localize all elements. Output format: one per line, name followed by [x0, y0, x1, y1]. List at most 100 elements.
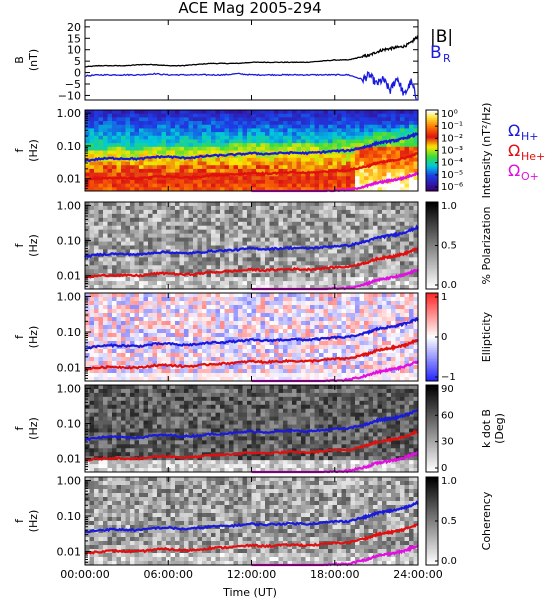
- heatmap-cell: [161, 301, 167, 306]
- heatmap-cell: [328, 139, 333, 144]
- heatmap-cell: [323, 132, 329, 137]
- heatmap-cell: [283, 313, 288, 318]
- heatmap-cell: [386, 273, 392, 278]
- heatmap-cell: [301, 176, 306, 181]
- heatmap-cell: [166, 269, 171, 274]
- heatmap-cell: [139, 168, 144, 173]
- heatmap-cell: [409, 146, 414, 151]
- heatmap-cell: [238, 205, 243, 211]
- heatmap-cell: [364, 202, 369, 207]
- heatmap-cell: [274, 217, 279, 223]
- heatmap-cell: [197, 110, 203, 115]
- heatmap-cell: [184, 309, 189, 314]
- heatmap-cell: [350, 205, 356, 211]
- heatmap-cell: [319, 229, 324, 235]
- heatmap-cell: [314, 202, 320, 207]
- heatmap-cell: [94, 117, 99, 122]
- heatmap-cell: [143, 377, 149, 382]
- heatmap-cell: [175, 353, 180, 358]
- heatmap-cell: [94, 209, 99, 215]
- heatmap-cell: [184, 253, 189, 258]
- heatmap-cell: [265, 293, 270, 298]
- heatmap-cell: [143, 143, 149, 148]
- heatmap-cell: [319, 237, 324, 242]
- heatmap-cell: [305, 313, 311, 318]
- heatmap-cell: [85, 132, 90, 137]
- colorbar-swatch: [426, 170, 438, 174]
- heatmap-cell: [238, 154, 243, 159]
- heatmap-cell: [404, 168, 410, 173]
- heatmap-cell: [233, 202, 239, 207]
- heatmap-cell: [148, 261, 153, 266]
- heatmap-cell: [94, 143, 99, 148]
- heatmap-cell: [314, 233, 320, 238]
- heatmap-cell: [265, 233, 270, 238]
- heatmap-cell: [368, 113, 374, 118]
- heatmap-cell: [107, 261, 113, 266]
- heatmap-cell: [337, 113, 342, 118]
- heatmap-cell: [305, 113, 311, 118]
- heatmap-cell: [382, 337, 387, 342]
- heatmap-cell: [134, 277, 140, 282]
- heatmap-cell: [184, 269, 189, 274]
- heatmap-cell: [193, 261, 198, 266]
- heatmap-cell: [314, 377, 320, 382]
- heatmap-cell: [278, 249, 284, 254]
- heatmap-cell: [296, 377, 302, 382]
- heatmap-cell: [391, 121, 396, 126]
- heatmap-cell: [215, 265, 221, 270]
- heatmap-cell: [211, 329, 216, 334]
- heatmap-cell: [220, 132, 225, 137]
- heatmap-cell: [355, 349, 360, 354]
- colorbar-swatch: [426, 232, 438, 236]
- colorbar-swatch: [426, 223, 438, 227]
- heatmap-cell: [215, 281, 221, 286]
- heatmap-cell: [292, 117, 297, 122]
- heatmap-cell: [179, 257, 185, 262]
- heatmap-cell: [188, 143, 194, 148]
- heatmap-cell: [287, 135, 293, 140]
- heatmap-cell: [103, 150, 108, 155]
- heatmap-cell: [305, 183, 311, 188]
- heatmap-cell: [98, 333, 104, 338]
- heatmap-cell: [107, 325, 113, 330]
- heatmap-cell: [166, 179, 171, 185]
- heatmap-cell: [206, 365, 212, 370]
- heatmap-cell: [391, 213, 396, 219]
- heatmap-cell: [116, 139, 122, 144]
- heatmap-cell: [125, 249, 131, 254]
- heatmap-cell: [283, 273, 288, 278]
- heatmap-cell: [359, 202, 365, 207]
- heatmap-cell: [197, 325, 203, 330]
- heatmap-cell: [233, 213, 239, 219]
- heatmap-cell: [116, 221, 122, 227]
- heatmap-cell: [139, 321, 144, 326]
- heatmap-cell: [175, 121, 180, 126]
- heatmap-cell: [328, 349, 333, 354]
- heatmap-cell: [332, 117, 338, 122]
- heatmap-cell: [377, 297, 383, 302]
- heatmap-cell: [296, 293, 302, 298]
- heatmap-cell: [193, 110, 198, 115]
- heatmap-cell: [251, 341, 257, 346]
- heatmap-cell: [274, 301, 279, 306]
- heatmap-cell: [382, 124, 387, 129]
- heatmap-cell: [337, 209, 342, 215]
- heatmap-cell: [368, 249, 374, 254]
- heatmap-cell: [98, 361, 104, 366]
- heatmap-cell: [166, 124, 171, 129]
- heatmap-cell: [143, 317, 149, 322]
- heatmap-cell: [274, 333, 279, 338]
- heatmap-cell: [224, 183, 230, 188]
- heatmap-cell: [377, 154, 383, 159]
- heatmap-cell: [170, 146, 176, 151]
- heatmap-cell: [224, 345, 230, 350]
- heatmap-cell: [382, 143, 387, 148]
- heatmap-cell: [184, 117, 189, 122]
- heatmap-cell: [224, 341, 230, 346]
- heatmap-cell: [161, 124, 167, 129]
- heatmap-cell: [382, 357, 387, 362]
- heatmap-cell: [238, 249, 243, 254]
- heatmap-cell: [305, 285, 311, 290]
- heatmap-cell: [314, 353, 320, 358]
